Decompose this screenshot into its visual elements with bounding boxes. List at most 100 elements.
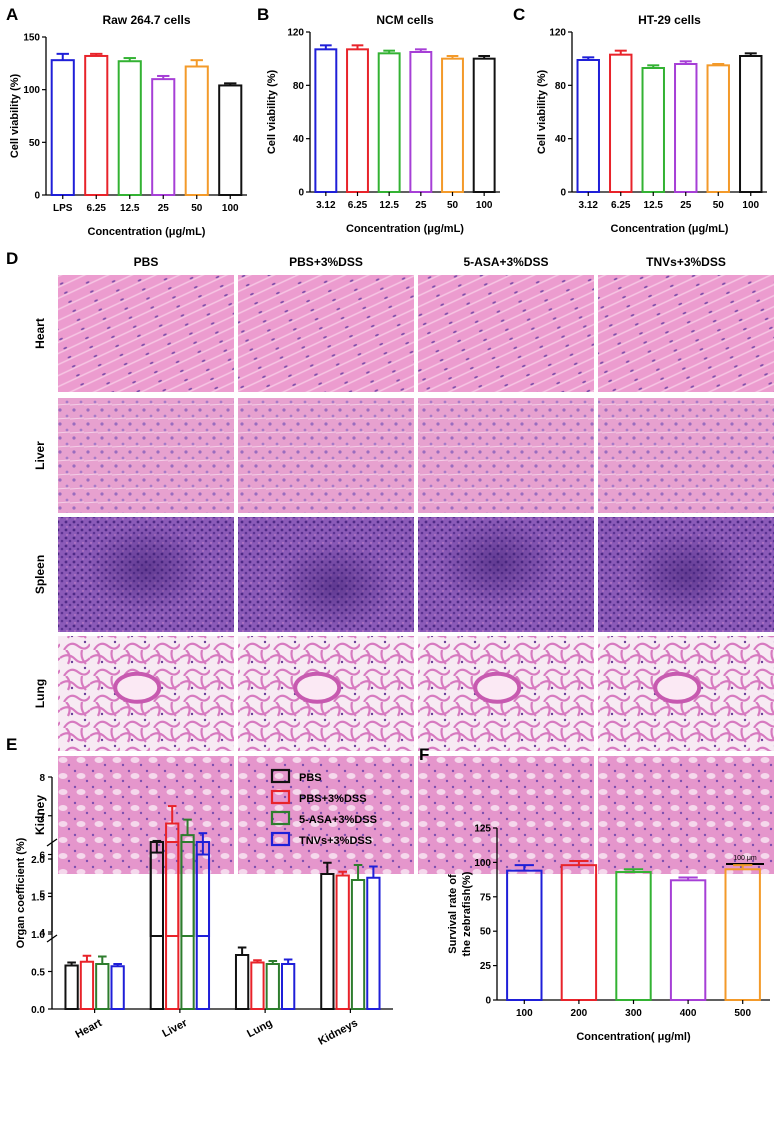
- chart-title: NCM cells: [376, 13, 434, 27]
- bar: [706, 64, 730, 193]
- bar: [472, 57, 496, 193]
- bar: [560, 864, 598, 1001]
- histology-image: [598, 275, 774, 392]
- x-tick-label: 400: [680, 1008, 697, 1019]
- y-axis-title: Cell viability (%): [536, 69, 548, 154]
- bar: [576, 59, 600, 193]
- x-tick-label: 12.5: [644, 200, 664, 211]
- histology-image: [238, 756, 414, 874]
- scale-bar-label: 100 μm: [733, 855, 757, 862]
- x-tick-label: 25: [680, 200, 692, 211]
- legend-label: PBS: [299, 772, 322, 784]
- bar: [79, 960, 95, 1010]
- y-tick-label: 125: [474, 824, 491, 835]
- y-tick-label: 5: [39, 889, 45, 900]
- row-header: Kidney: [33, 795, 47, 835]
- y-tick-label: 120: [549, 28, 566, 39]
- y-tick-label: 0.5: [31, 968, 45, 979]
- bar: [409, 51, 433, 193]
- panel-label-f: F: [419, 745, 429, 764]
- row-header: Heart: [33, 318, 47, 349]
- y-axis-title-line: Cell viability (%): [536, 69, 548, 154]
- histology-image: [418, 398, 594, 513]
- spleen-follicle: [437, 518, 558, 608]
- x-tick-label: 3.12: [316, 200, 336, 211]
- bar: [314, 48, 338, 194]
- x-tick-label: 100: [742, 200, 759, 211]
- y-tick-label: 6: [39, 851, 45, 862]
- x-tick-label: 300: [625, 1008, 642, 1019]
- bar: [669, 879, 707, 1002]
- y-axis-title: Cell viability (%): [266, 69, 278, 154]
- y-tick-label: 75: [480, 892, 492, 903]
- y-tick-label: 0: [298, 188, 304, 199]
- legend-swatch: [270, 810, 291, 826]
- chart-title: Raw 264.7 cells: [102, 13, 190, 27]
- x-tick-label: Kidneys: [316, 1017, 359, 1048]
- histology-image: [598, 756, 774, 874]
- x-tick-label: 6.25: [611, 200, 631, 211]
- histology-image: [418, 275, 594, 392]
- x-axis-title: Concentration (μg/mL): [346, 223, 464, 235]
- x-axis-title: Concentration (μg/mL): [88, 226, 206, 238]
- bar: [50, 59, 75, 196]
- bar: [506, 869, 543, 1001]
- bar-lower-segment: [180, 841, 195, 1010]
- x-tick-label: LPS: [53, 203, 73, 214]
- panel-label-c: C: [513, 5, 525, 24]
- x-tick-label: 3.12: [579, 200, 599, 211]
- y-axis-title-line: Survival rate of: [447, 874, 459, 954]
- y-axis-title: Organ coefficient (%): [15, 837, 27, 948]
- y-tick-label: 120: [287, 28, 304, 39]
- y-tick-label: 8: [39, 773, 45, 784]
- chart-c: HT-29 cells 0 40 80 120 3.12 6.25 12.5 25 50 100 Co…: [536, 13, 767, 235]
- bar: [674, 63, 698, 193]
- chart-title: HT-29 cells: [638, 13, 701, 27]
- y-tick-label: 40: [293, 134, 305, 145]
- spleen-follicle: [274, 541, 395, 631]
- histology-image: [418, 756, 594, 874]
- histology-image: [58, 756, 234, 874]
- bar: [739, 55, 763, 193]
- y-tick-label: 100: [474, 858, 491, 869]
- column-header: PBS: [134, 255, 159, 269]
- y-axis-title-line: Cell viability (%): [9, 73, 21, 158]
- x-tick-label: Liver: [160, 1017, 189, 1040]
- spleen-follicle: [86, 523, 206, 614]
- y-tick-label: 0: [34, 191, 40, 202]
- legend-swatch: [270, 768, 291, 784]
- y-tick-label: 1.5: [31, 893, 45, 904]
- column-header: PBS+3%DSS: [289, 255, 363, 269]
- bar: [110, 965, 125, 1010]
- y-tick-label: 0.0: [31, 1005, 45, 1016]
- chart-b: NCM cells 0 40 80 120 3.12 6.25 12.5 25 50 100 Conc…: [266, 13, 500, 235]
- y-tick-label: 25: [480, 961, 492, 972]
- bar: [218, 84, 243, 196]
- bar: [184, 65, 209, 196]
- y-tick-label: 100: [23, 85, 40, 96]
- column-header: TNVs+3%DSS: [646, 255, 726, 269]
- bar-lower-segment: [165, 841, 180, 1010]
- y-tick-label: 2.0: [31, 855, 45, 866]
- bar: [64, 964, 79, 1010]
- x-tick-label: Heart: [74, 1017, 105, 1041]
- y-tick-label: 50: [480, 927, 492, 938]
- x-tick-label: 50: [191, 203, 203, 214]
- x-tick-label: 500: [734, 1008, 751, 1019]
- x-tick-label: Lung: [245, 1017, 274, 1040]
- axis-break-mark: [46, 934, 58, 943]
- bronchiole: [293, 671, 342, 704]
- x-axis-title: Concentration( μg/ml): [576, 1031, 691, 1043]
- bar: [84, 54, 109, 196]
- bar: [117, 60, 142, 196]
- bar: [609, 53, 633, 193]
- x-tick-label: 50: [447, 200, 459, 211]
- x-tick-label: 25: [415, 200, 427, 211]
- y-tick-label: 40: [555, 134, 567, 145]
- x-tick-label: 50: [713, 200, 725, 211]
- y-tick-label: 0: [485, 996, 491, 1007]
- row-header: Liver: [33, 441, 47, 470]
- chart-f: 0 25 50 75 100 125 100 200 300 400 500 Concentratio…: [447, 824, 770, 1043]
- x-tick-label: 200: [571, 1008, 588, 1019]
